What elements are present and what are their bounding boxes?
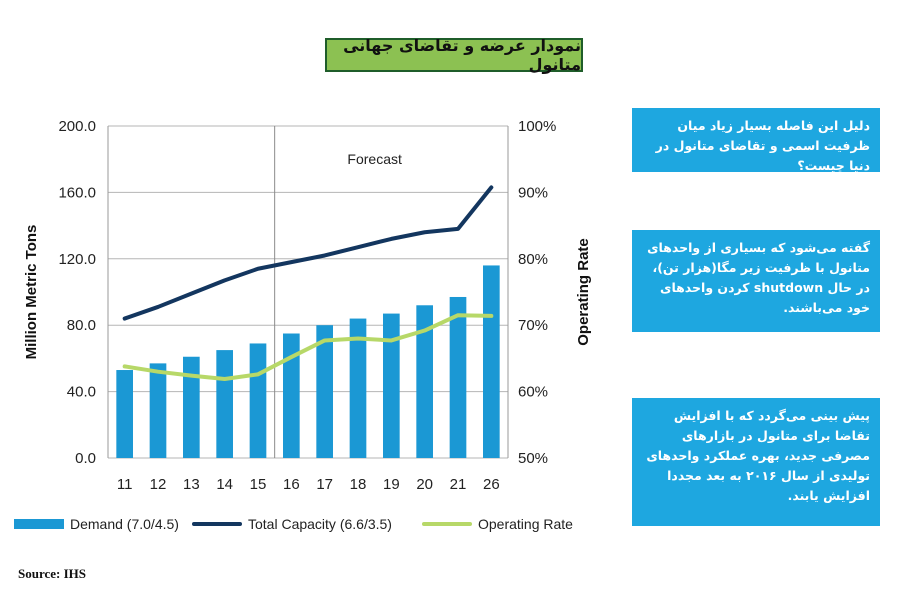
- y-axis-title: Million Metric Tons: [23, 225, 40, 360]
- line-total-capacity: [125, 187, 492, 318]
- legend-item-capacity: Total Capacity (6.6/3.5): [192, 514, 392, 534]
- x-tick-label: 15: [250, 476, 267, 493]
- x-tick-label: 17: [316, 476, 333, 493]
- legend-swatch-capacity: [192, 522, 242, 526]
- legend-item-demand: Demand (7.0/4.5): [14, 514, 179, 534]
- forecast-label: Forecast: [347, 151, 402, 167]
- y2-tick-label: 100%: [518, 118, 556, 135]
- info-box-shutdown: گفته می‌شود که بسیاری از واحدهای متانول …: [632, 230, 880, 332]
- legend: Demand (7.0/4.5) Total Capacity (6.6/3.5…: [14, 514, 614, 534]
- legend-label-demand: Demand (7.0/4.5): [70, 516, 179, 532]
- x-tick-label: 18: [350, 476, 367, 493]
- bar-demand: [150, 363, 167, 458]
- bar-demand: [216, 350, 233, 458]
- y2-tick-label: 70%: [518, 317, 548, 334]
- x-tick-label: 13: [183, 476, 200, 493]
- info-box-question: دلیل این فاصله بسیار زیاد میان ظرفیت اسم…: [632, 108, 880, 172]
- bar-demand: [483, 265, 500, 458]
- bar-demand: [450, 297, 467, 458]
- x-tick-label: 21: [450, 476, 467, 493]
- y-tick-label: 0.0: [75, 450, 96, 467]
- legend-label-capacity: Total Capacity (6.6/3.5): [248, 516, 392, 532]
- y2-tick-label: 90%: [518, 184, 548, 201]
- bar-demand: [116, 370, 133, 458]
- y-tick-label: 120.0: [58, 251, 96, 268]
- legend-item-rate: Operating Rate: [422, 514, 573, 534]
- x-tick-label: 20: [416, 476, 433, 493]
- x-tick-label: 11: [117, 476, 133, 493]
- info-box-forecast: پیش بینی می‌گردد که با افزایش تقاضا برای…: [632, 398, 880, 526]
- y-tick-label: 200.0: [58, 118, 96, 135]
- y2-tick-label: 50%: [518, 450, 548, 467]
- bar-demand: [383, 314, 400, 458]
- y2-tick-label: 80%: [518, 251, 548, 268]
- legend-swatch-rate: [422, 522, 472, 526]
- bar-demand: [183, 357, 200, 458]
- x-tick-label: 12: [150, 476, 167, 493]
- bar-demand: [250, 343, 267, 458]
- legend-swatch-demand: [14, 519, 64, 529]
- y2-tick-label: 60%: [518, 384, 548, 401]
- x-tick-label: 16: [283, 476, 300, 493]
- source-note: Source: IHS: [18, 566, 86, 582]
- y-tick-label: 40.0: [67, 384, 96, 401]
- y2-axis-title: Operating Rate: [575, 238, 592, 346]
- legend-label-rate: Operating Rate: [478, 516, 573, 532]
- x-tick-label: 19: [383, 476, 400, 493]
- y-tick-label: 80.0: [67, 317, 96, 334]
- y-tick-label: 160.0: [58, 184, 96, 201]
- x-tick-label: 14: [216, 476, 233, 493]
- x-tick-label: 26: [483, 476, 500, 493]
